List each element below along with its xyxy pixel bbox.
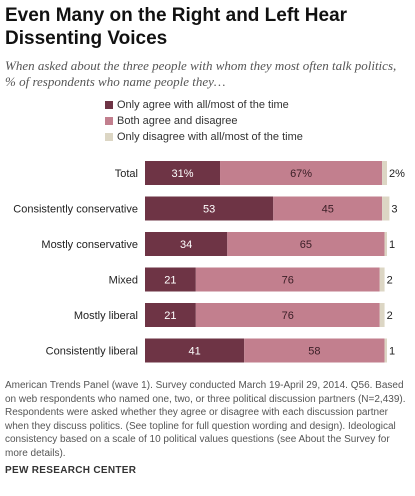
bar-agree-mostly-liberal [145,303,196,327]
value-label-disagree-mostly-liberal: 2 [387,310,393,322]
legend-swatch-both [105,117,113,125]
value-label-agree-mostly-conservative: 34 [180,239,192,251]
footnote: American Trends Panel (wave 1). Survey c… [5,380,406,459]
bar-disagree-consistently-liberal [384,338,387,363]
value-label-agree-total: 31% [171,168,193,180]
bar-both-consistently-liberal [244,338,385,363]
legend-label-agree: Only agree with all/most of the time [117,99,289,111]
legend-label-disagree: Only disagree with all/most of the time [117,131,303,143]
value-label-disagree-consistently-liberal: 1 [389,346,395,358]
value-label-agree-mostly-liberal: 21 [164,310,176,322]
bar-agree-mixed [145,267,196,292]
value-label-both-mixed: 76 [282,275,294,287]
bar-both-mixed [195,267,380,292]
value-label-both-total: 67% [290,168,312,180]
bar-disagree-mostly-liberal [379,303,385,327]
value-label-disagree-mixed: 2 [387,275,393,287]
stacked-bar-chart: Total 31% 67% 2% Consistently conservative 53… [13,161,405,363]
category-label-mixed: Mixed [109,275,138,287]
bar-disagree-total [382,161,387,185]
bar-agree-total [145,161,221,185]
bar-disagree-consistently-conservative [382,196,390,221]
bar-both-total [220,161,383,185]
legend-item-disagree: Only disagree with all/most of the time [105,129,303,145]
bar-both-mostly-liberal [195,303,380,327]
source-label: PEW RESEARCH CENTER [5,465,137,476]
bar-agree-mostly-conservative [145,232,228,256]
bar-both-mostly-conservative [227,232,385,256]
bar-both-consistently-conservative [273,196,383,221]
bar-agree-consistently-liberal [145,338,245,363]
bar-disagree-mixed [379,267,385,292]
category-label-consistently-liberal: Consistently liberal [46,346,138,358]
chart-subtitle: When asked about the three people with w… [5,58,397,89]
legend-item-agree: Only agree with all/most of the time [105,97,303,113]
legend-swatch-disagree [105,133,113,141]
category-label-mostly-liberal: Mostly liberal [74,310,138,322]
value-label-agree-consistently-conservative: 53 [203,204,215,216]
value-label-both-mostly-conservative: 65 [300,239,312,251]
value-label-both-consistently-liberal: 58 [308,346,320,358]
category-label-mostly-conservative: Mostly conservative [41,239,138,251]
legend-label-both: Both agree and disagree [117,115,238,127]
legend-swatch-agree [105,101,113,109]
value-label-agree-consistently-liberal: 41 [188,346,200,358]
bar-disagree-mostly-conservative [384,232,387,256]
value-label-both-mostly-liberal: 76 [282,310,294,322]
category-label-consistently-conservative: Consistently conservative [13,204,138,216]
legend-item-both: Both agree and disagree [105,113,303,129]
value-label-disagree-total: 2% [389,168,405,180]
bar-agree-consistently-conservative [145,196,274,221]
legend: Only agree with all/most of the time Bot… [105,97,303,145]
value-label-agree-mixed: 21 [164,275,176,287]
category-label-total: Total [115,168,138,180]
value-label-disagree-consistently-conservative: 3 [391,204,397,216]
value-label-disagree-mostly-conservative: 1 [389,239,395,251]
value-label-both-consistently-conservative: 45 [322,204,334,216]
chart-title: Even Many on the Right and Left Hear Dis… [5,5,348,49]
